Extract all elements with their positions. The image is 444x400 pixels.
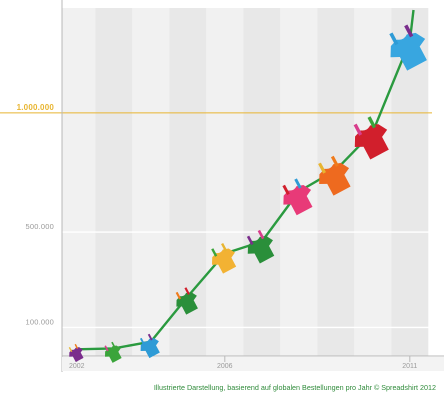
clothespin-icon — [68, 346, 73, 353]
x-axis-strip — [62, 357, 444, 371]
shirt-marker-2010 — [353, 116, 389, 160]
x-tick-label: 2002 — [69, 363, 85, 370]
clothespin-icon — [184, 287, 190, 295]
clothespin-icon — [139, 337, 145, 345]
y-tick-label: 500.000 — [25, 222, 54, 231]
clothespin-icon — [330, 155, 339, 167]
shirt-marker-2005 — [175, 287, 198, 315]
clothespin-icon — [389, 32, 399, 46]
shirt-icon — [390, 32, 427, 71]
shirt-icon — [176, 292, 198, 315]
shirt-marker-2007 — [246, 229, 275, 264]
year-band-2007 — [243, 8, 281, 356]
clothespin-icon — [221, 243, 228, 252]
y-axis-ticks: 100.000 500.000 1.000.000 — [17, 103, 55, 327]
horizontal-gridlines — [0, 112, 432, 329]
x-axis: 2002 2006 2011 — [61, 0, 444, 372]
shirt-icon — [140, 338, 160, 359]
clothespin-icon — [318, 162, 326, 174]
year-band-2010 — [354, 8, 392, 356]
shirt-icon — [247, 235, 275, 264]
year-band-2008 — [280, 8, 318, 356]
y-tick-label: 100.000 — [25, 317, 54, 326]
clothespin-icon — [111, 341, 116, 348]
clothespin-icon — [294, 178, 302, 189]
shirt-icon — [354, 124, 389, 160]
x-tick-label: 2011 — [402, 363, 417, 370]
shirt-marker-2011 — [389, 24, 427, 71]
year-band-2006 — [206, 8, 244, 356]
shirt-marker-2006 — [211, 243, 237, 274]
shirt-marker-2002 — [68, 343, 84, 363]
clothespin-icon — [404, 24, 414, 38]
year-band-2004 — [132, 8, 170, 356]
clothespin-icon — [104, 345, 109, 352]
clothespin-icon — [74, 343, 79, 349]
clothespin-icon — [175, 291, 182, 300]
chart-caption: Illustrierte Darstellung, basierend auf … — [153, 383, 436, 392]
shirt-icon — [319, 162, 351, 196]
shirt-icon — [104, 345, 122, 363]
shirt-marker-2008 — [282, 178, 313, 216]
x-tick-label: 2006 — [217, 363, 233, 370]
shirt-marker-2009 — [318, 155, 351, 196]
year-band-2003 — [95, 8, 133, 356]
clothespin-icon — [353, 123, 363, 136]
clothespin-icon — [367, 116, 377, 129]
background-bands — [62, 8, 429, 356]
clothespin-icon — [246, 235, 254, 245]
shirt-marker-2003 — [104, 341, 122, 363]
shirt-icon — [211, 248, 237, 274]
shirt-icon — [69, 347, 84, 363]
clothespin-icon — [147, 333, 153, 341]
shirt-icon — [283, 185, 313, 216]
shirt-markers — [68, 24, 427, 363]
clothespin-icon — [257, 229, 265, 240]
year-band-2002 — [62, 8, 96, 356]
shirt-marker-2004 — [139, 333, 160, 359]
clothespin-icon — [211, 248, 218, 257]
clothespin-icon — [282, 184, 290, 195]
y-tick-label: 1.000.000 — [17, 103, 55, 112]
